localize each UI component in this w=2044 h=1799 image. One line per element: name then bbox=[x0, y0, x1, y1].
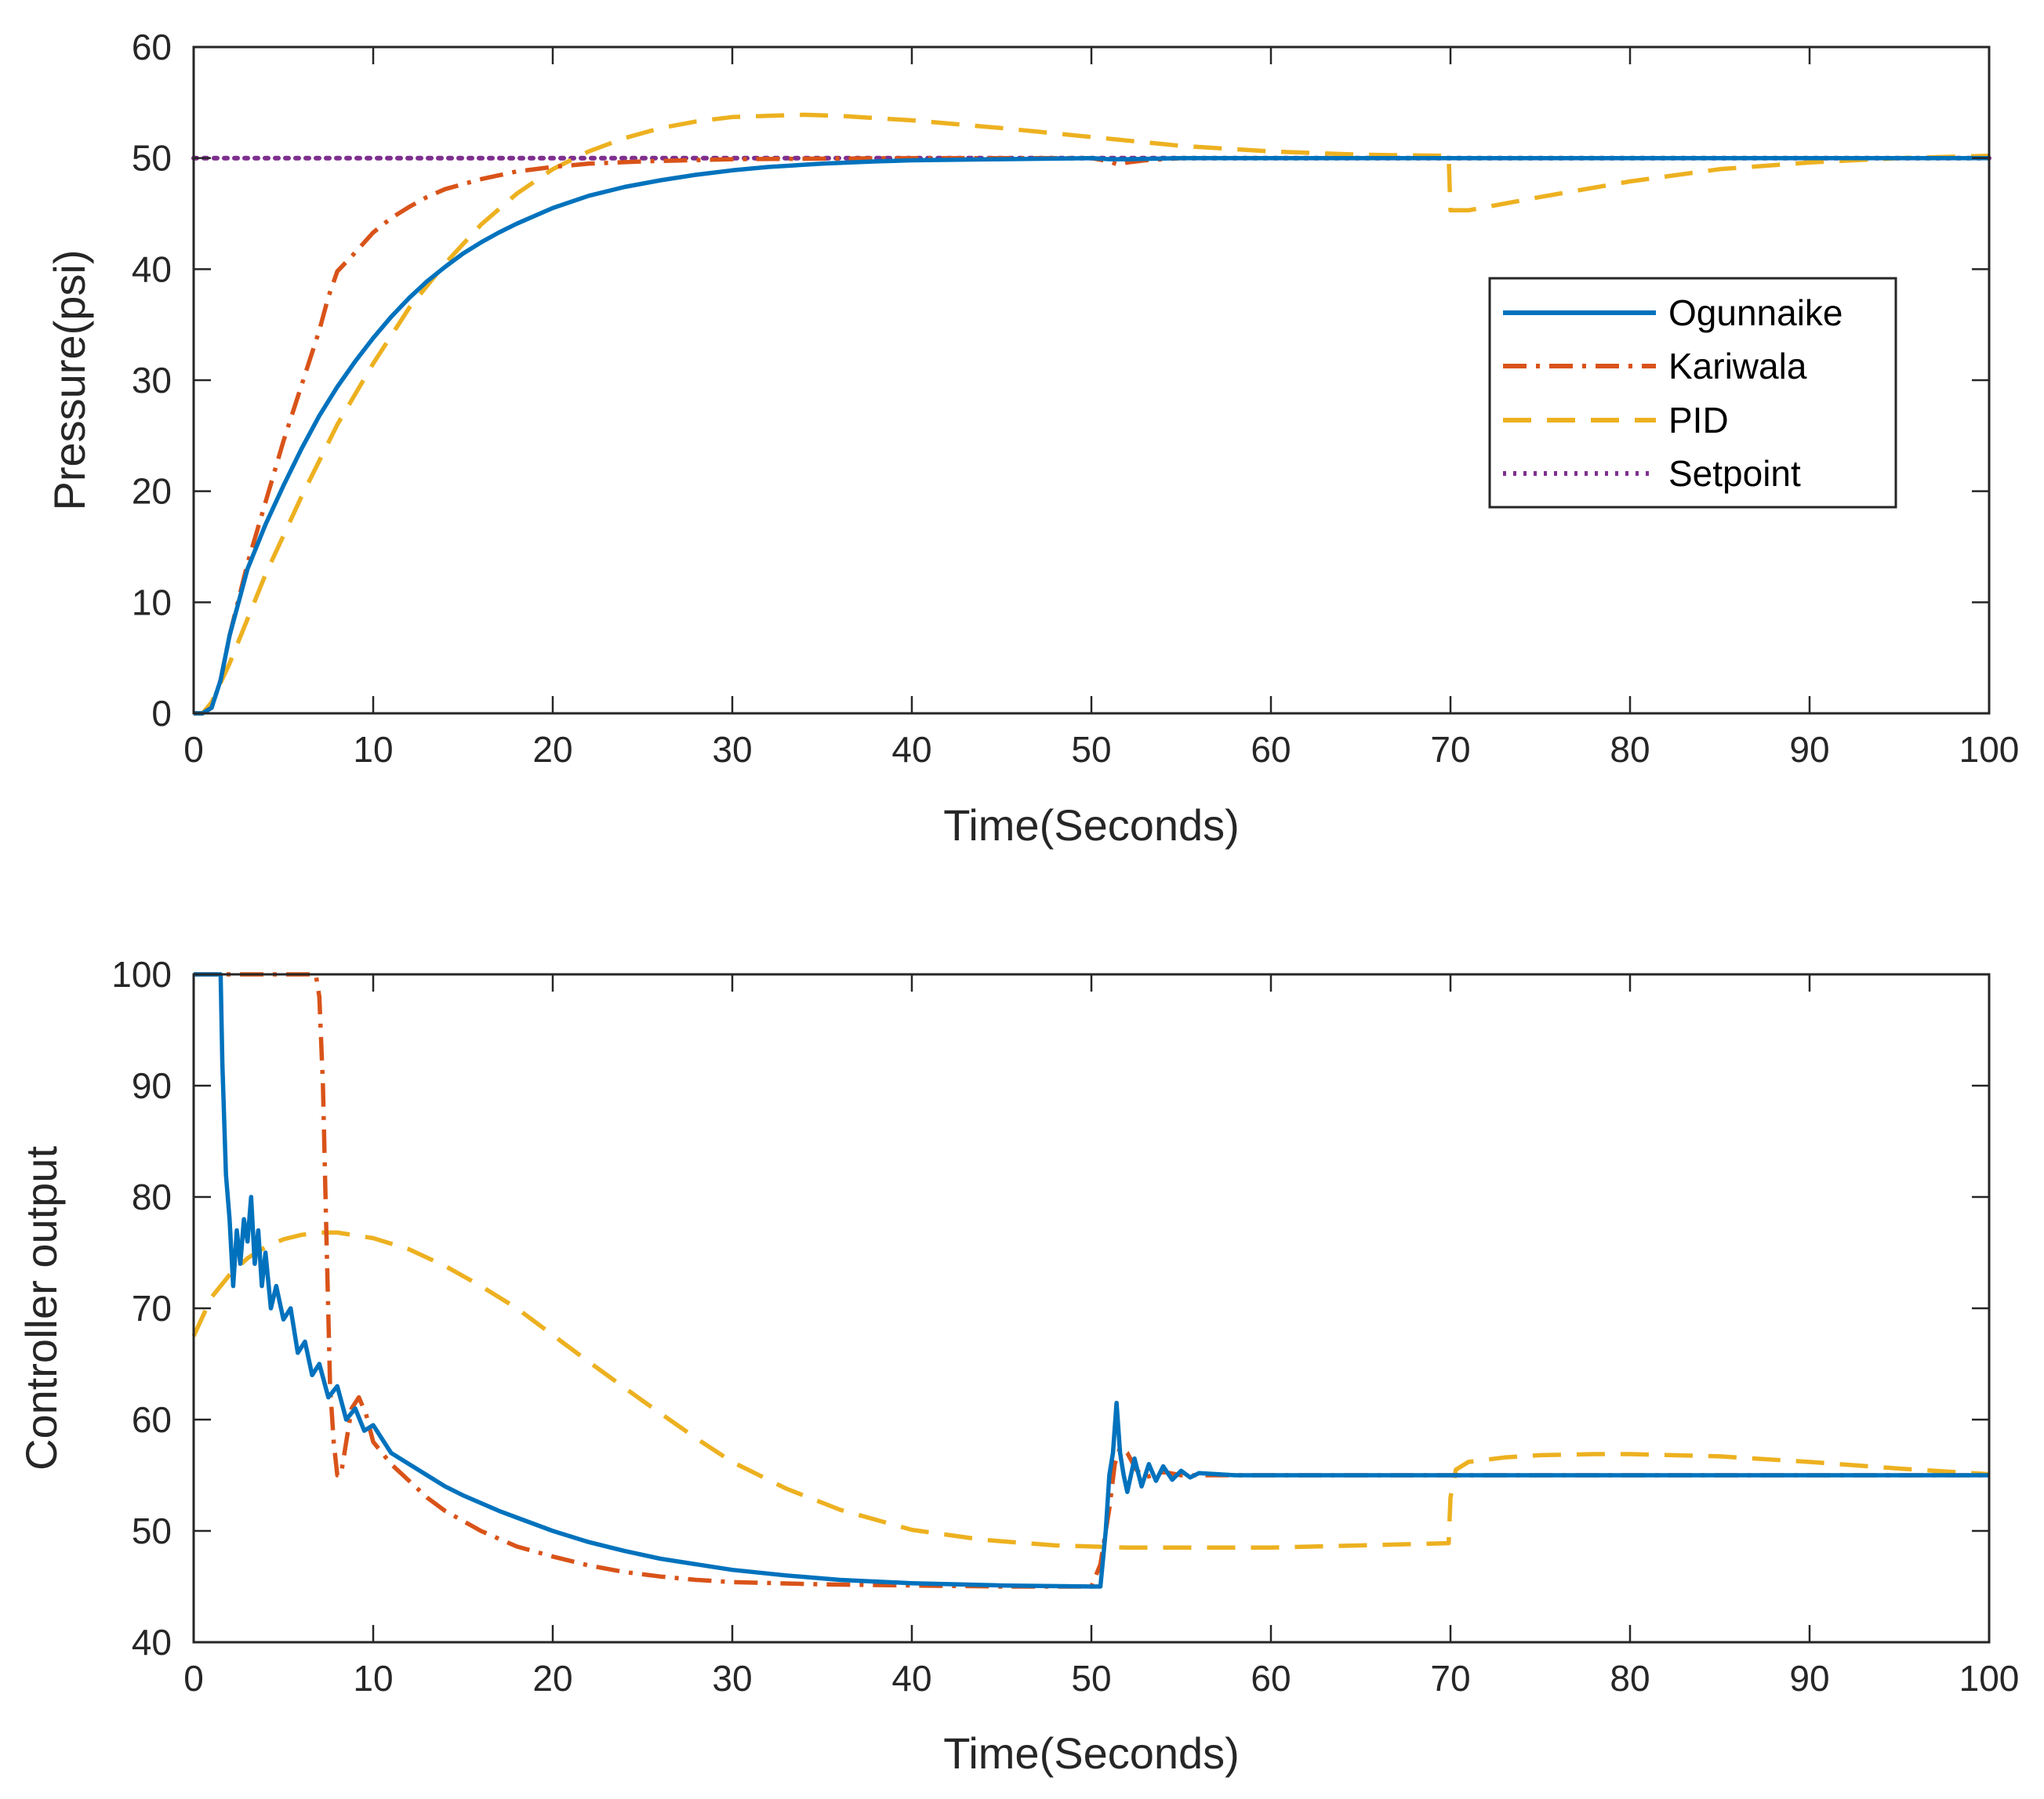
controller-series-layer bbox=[191, 972, 1990, 1589]
pressure-y-tick-label: 40 bbox=[132, 248, 172, 289]
pressure-x-tick-label: 70 bbox=[1430, 729, 1470, 770]
pressure-x-tick-label: 80 bbox=[1610, 729, 1650, 770]
pressure-x-tick-label: 90 bbox=[1789, 729, 1829, 770]
pressure-series-layer bbox=[191, 112, 1991, 716]
pressure-y-axis-label: Pressure(psi) bbox=[45, 250, 94, 511]
controller-y-tick-label: 90 bbox=[132, 1065, 172, 1106]
pressure-series-pid bbox=[194, 112, 1990, 716]
controller-x-tick-label: 100 bbox=[1959, 1658, 2020, 1699]
legend-label-setpoint: Setpoint bbox=[1668, 453, 1801, 494]
pressure-y-tick-label: 50 bbox=[132, 138, 172, 179]
pressure-y-tick-label: 20 bbox=[132, 471, 172, 512]
controller-y-tick-label: 80 bbox=[132, 1177, 172, 1217]
controller-x-tick-label: 20 bbox=[532, 1658, 572, 1699]
controller-series-kariwala bbox=[194, 972, 1989, 1589]
pressure-y-tick-label: 30 bbox=[132, 360, 172, 401]
controller-x-tick-label: 30 bbox=[712, 1658, 752, 1699]
controller-x-tick-label: 80 bbox=[1610, 1658, 1650, 1699]
pressure-x-tick-label: 100 bbox=[1959, 729, 2020, 770]
controller-series-ogunnaike bbox=[194, 972, 1989, 1589]
pressure-ticks: 0 10 20 30 40 50 60 70 80 90 100 0 10 20 30 40 50 60 bbox=[132, 27, 2020, 770]
controller-series-pid bbox=[191, 1230, 1990, 1551]
controller-x-tick-label: 50 bbox=[1071, 1658, 1111, 1699]
pressure-x-tick-label: 60 bbox=[1251, 729, 1291, 770]
controller-y-tick-label: 50 bbox=[132, 1511, 172, 1551]
controller-x-tick-label: 70 bbox=[1430, 1658, 1470, 1699]
legend: Ogunnaike Kariwala PID Setpoint bbox=[1488, 277, 1897, 509]
controller-x-tick-label: 90 bbox=[1789, 1658, 1829, 1699]
controller-ticks: 0 10 20 30 40 50 60 70 80 90 100 40 50 60 70 80 90 100 bbox=[111, 954, 2019, 1699]
legend-label-pid: PID bbox=[1668, 400, 1729, 441]
pressure-x-tick-label: 40 bbox=[891, 729, 931, 770]
controller-x-tick-label: 40 bbox=[891, 1658, 931, 1699]
pressure-chart: 0 10 20 30 40 50 60 70 80 90 100 0 10 20 30 40 50 60 Time… bbox=[45, 27, 2019, 850]
controller-output-chart: 0 10 20 30 40 50 60 70 80 90 100 40 50 60 70 80 90 100 Ti… bbox=[16, 954, 2019, 1778]
pressure-x-tick-label: 0 bbox=[183, 729, 204, 770]
pressure-y-tick-label: 10 bbox=[132, 582, 172, 622]
pressure-x-tick-label: 20 bbox=[532, 729, 572, 770]
pressure-series-ogunnaike bbox=[194, 155, 1989, 716]
legend-box bbox=[1488, 277, 1897, 509]
legend-label-ogunnaike: Ogunnaike bbox=[1668, 292, 1843, 333]
pressure-y-tick-label: 0 bbox=[151, 693, 172, 734]
pressure-y-tick-label: 60 bbox=[132, 27, 172, 67]
legend-label-kariwala: Kariwala bbox=[1668, 346, 1807, 386]
controller-x-tick-label: 60 bbox=[1251, 1658, 1291, 1699]
controller-y-axis-label: Controller output bbox=[16, 1146, 66, 1471]
pressure-x-axis-label: Time(Seconds) bbox=[943, 800, 1240, 850]
pressure-series-kariwala bbox=[194, 155, 1989, 716]
pressure-x-tick-label: 50 bbox=[1071, 729, 1111, 770]
controller-x-tick-label: 0 bbox=[183, 1658, 204, 1699]
controller-y-tick-label: 40 bbox=[132, 1622, 172, 1663]
controller-x-axis-label: Time(Seconds) bbox=[943, 1728, 1240, 1778]
controller-y-tick-label: 60 bbox=[132, 1399, 172, 1440]
controller-y-tick-label: 70 bbox=[132, 1288, 172, 1329]
pressure-x-tick-label: 30 bbox=[712, 729, 752, 770]
controller-x-tick-label: 10 bbox=[353, 1658, 393, 1699]
controller-y-tick-label: 100 bbox=[111, 954, 172, 995]
pressure-x-tick-label: 10 bbox=[353, 729, 393, 770]
